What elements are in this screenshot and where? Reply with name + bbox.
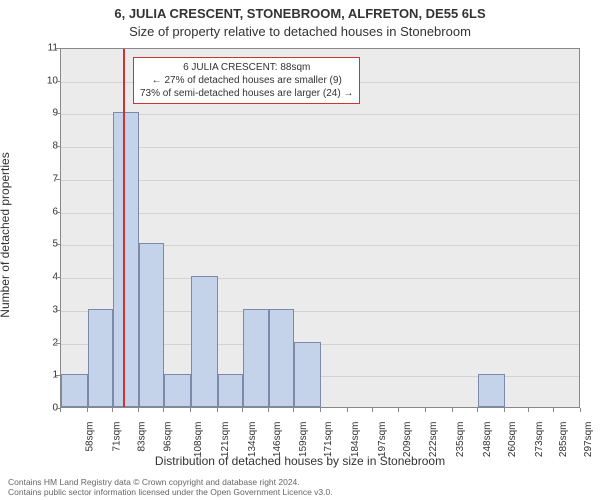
x-tick-label: 222sqm	[428, 422, 439, 458]
x-tick-mark	[425, 408, 426, 412]
x-axis-label: Distribution of detached houses by size …	[0, 454, 600, 468]
x-tick-mark	[347, 408, 348, 412]
x-tick-label: 209sqm	[402, 422, 413, 458]
x-tick-label: 273sqm	[534, 422, 545, 458]
histogram-bar	[269, 309, 294, 407]
histogram-bar	[294, 342, 321, 407]
x-tick-label: 83sqm	[136, 422, 147, 452]
x-tick-label: 235sqm	[455, 422, 466, 458]
x-tick-mark	[217, 408, 218, 412]
annotation-box: 6 JULIA CRESCENT: 88sqm ← 27% of detache…	[133, 57, 360, 104]
histogram-bar	[113, 112, 140, 407]
histogram-bar	[88, 309, 113, 407]
x-tick-mark	[452, 408, 453, 412]
annotation-line2: ← 27% of detached houses are smaller (9)	[140, 74, 353, 87]
chart-subtitle: Size of property relative to detached ho…	[0, 24, 600, 39]
histogram-bar	[164, 374, 191, 407]
marker-line-element	[123, 49, 125, 407]
histogram-bar	[218, 374, 243, 407]
page-title: 6, JULIA CRESCENT, STONEBROOM, ALFRETON,…	[0, 6, 600, 21]
x-tick-label: 248sqm	[482, 422, 493, 458]
x-tick-mark	[553, 408, 554, 412]
x-tick-label: 159sqm	[298, 422, 309, 458]
x-tick-label: 121sqm	[220, 422, 231, 458]
footer-line1: Contains HM Land Registry data © Crown c…	[8, 477, 333, 487]
x-tick-label: 146sqm	[272, 422, 283, 458]
x-tick-mark	[398, 408, 399, 412]
x-tick-label: 184sqm	[350, 422, 361, 458]
annotation-line1: 6 JULIA CRESCENT: 88sqm	[140, 61, 353, 74]
x-tick-mark	[138, 408, 139, 412]
x-tick-mark	[190, 408, 191, 412]
x-tick-mark	[528, 408, 529, 412]
x-tick-mark	[320, 408, 321, 412]
x-tick-label: 260sqm	[507, 422, 518, 458]
footer-text: Contains HM Land Registry data © Crown c…	[8, 477, 333, 497]
x-tick-mark	[372, 408, 373, 412]
x-tick-mark	[580, 408, 581, 412]
x-tick-mark	[477, 408, 478, 412]
x-tick-label: 297sqm	[583, 422, 594, 458]
x-tick-label: 171sqm	[323, 422, 334, 458]
histogram-bar	[243, 309, 270, 407]
x-tick-label: 285sqm	[558, 422, 569, 458]
plot-area: 6 JULIA CRESCENT: 88sqm ← 27% of detache…	[60, 48, 580, 408]
x-tick-label: 96sqm	[163, 422, 174, 452]
histogram-bar	[191, 276, 218, 407]
x-tick-label: 134sqm	[247, 422, 258, 458]
y-axis-label: Number of detached properties	[0, 152, 12, 317]
x-tick-mark	[112, 408, 113, 412]
x-tick-mark	[268, 408, 269, 412]
x-tick-mark	[504, 408, 505, 412]
x-tick-label: 197sqm	[377, 422, 388, 458]
x-tick-label: 58sqm	[85, 422, 96, 452]
x-tick-mark	[242, 408, 243, 412]
x-tick-mark	[87, 408, 88, 412]
x-tick-mark	[293, 408, 294, 412]
histogram-bar	[139, 243, 164, 407]
annotation-line3: 73% of semi-detached houses are larger (…	[140, 87, 353, 100]
x-tick-mark	[60, 408, 61, 412]
histogram-bar	[61, 374, 88, 407]
x-tick-label: 108sqm	[193, 422, 204, 458]
x-tick-label: 71sqm	[111, 422, 122, 452]
x-tick-mark	[163, 408, 164, 412]
histogram-bar	[478, 374, 505, 407]
footer-line2: Contains public sector information licen…	[8, 487, 333, 497]
chart-container: 6, JULIA CRESCENT, STONEBROOM, ALFRETON,…	[0, 0, 600, 500]
